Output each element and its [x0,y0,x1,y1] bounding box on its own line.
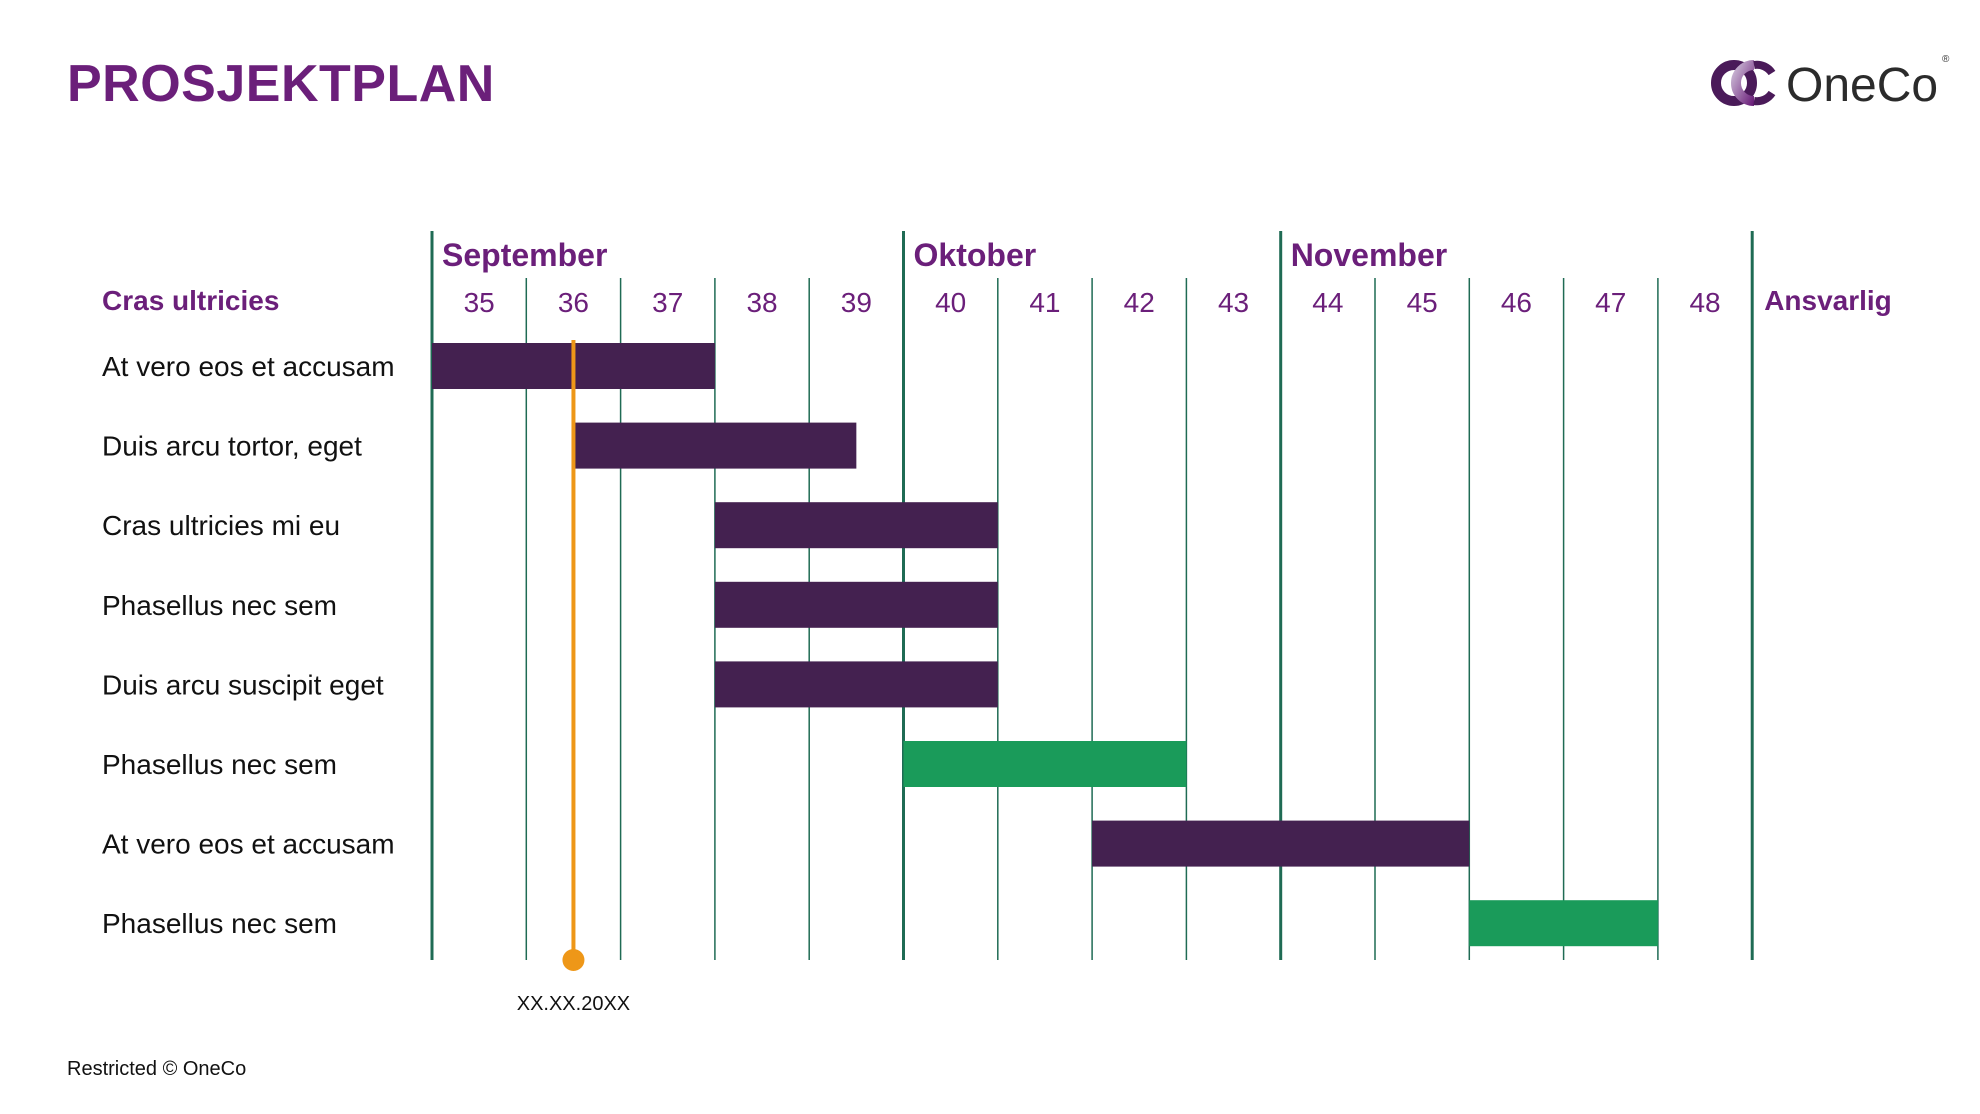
month-label: November [1291,237,1448,273]
oneco-logo-icon [1710,59,1778,112]
month-label: Oktober [914,237,1037,273]
milestone-marker [562,949,585,971]
task-bar [1469,900,1658,947]
logo-registered-mark: ® [1942,54,1950,65]
logo-text: OneCo [1786,59,1939,112]
page-title: PROSJEKTPLAN [67,55,495,113]
task-bar [903,741,1187,787]
milestone-date-label: XX.XX.20XX [517,993,630,1015]
task-label: Phasellus nec sem [102,908,337,939]
task-bar [714,661,998,708]
week-label: 35 [464,287,495,318]
week-label: 43 [1218,287,1249,318]
week-label: 39 [841,287,872,318]
week-label: 36 [558,287,589,318]
week-label: 47 [1595,287,1626,318]
month-label: September [442,237,607,273]
logo: OneCo ® [1710,54,1949,113]
task-column-header: Cras ultricies [102,285,279,316]
responsible-column-header: Ansvarlig [1764,285,1892,316]
week-label: 41 [1029,287,1060,318]
task-bar [714,581,998,628]
week-label: 40 [935,287,966,318]
task-label: At vero eos et accusam [102,351,395,382]
week-label: 45 [1407,287,1438,318]
task-label: Duis arcu suscipit eget [102,669,384,700]
week-label: 46 [1501,287,1532,318]
task-label: At vero eos et accusam [102,829,395,860]
task-label: Duis arcu tortor, eget [102,431,362,462]
task-label: Cras ultricies mi eu [102,510,340,541]
task-bar [573,422,857,469]
footer-text: Restricted © OneCo [67,1058,247,1080]
week-label: 38 [746,287,777,318]
task-label: Phasellus nec sem [102,749,337,780]
week-label: 44 [1312,287,1343,318]
task-bar [714,502,998,549]
week-label: 37 [652,287,683,318]
task-bar [1092,820,1470,867]
week-label: 42 [1124,287,1155,318]
task-label: Phasellus nec sem [102,590,337,621]
week-label: 48 [1689,287,1720,318]
